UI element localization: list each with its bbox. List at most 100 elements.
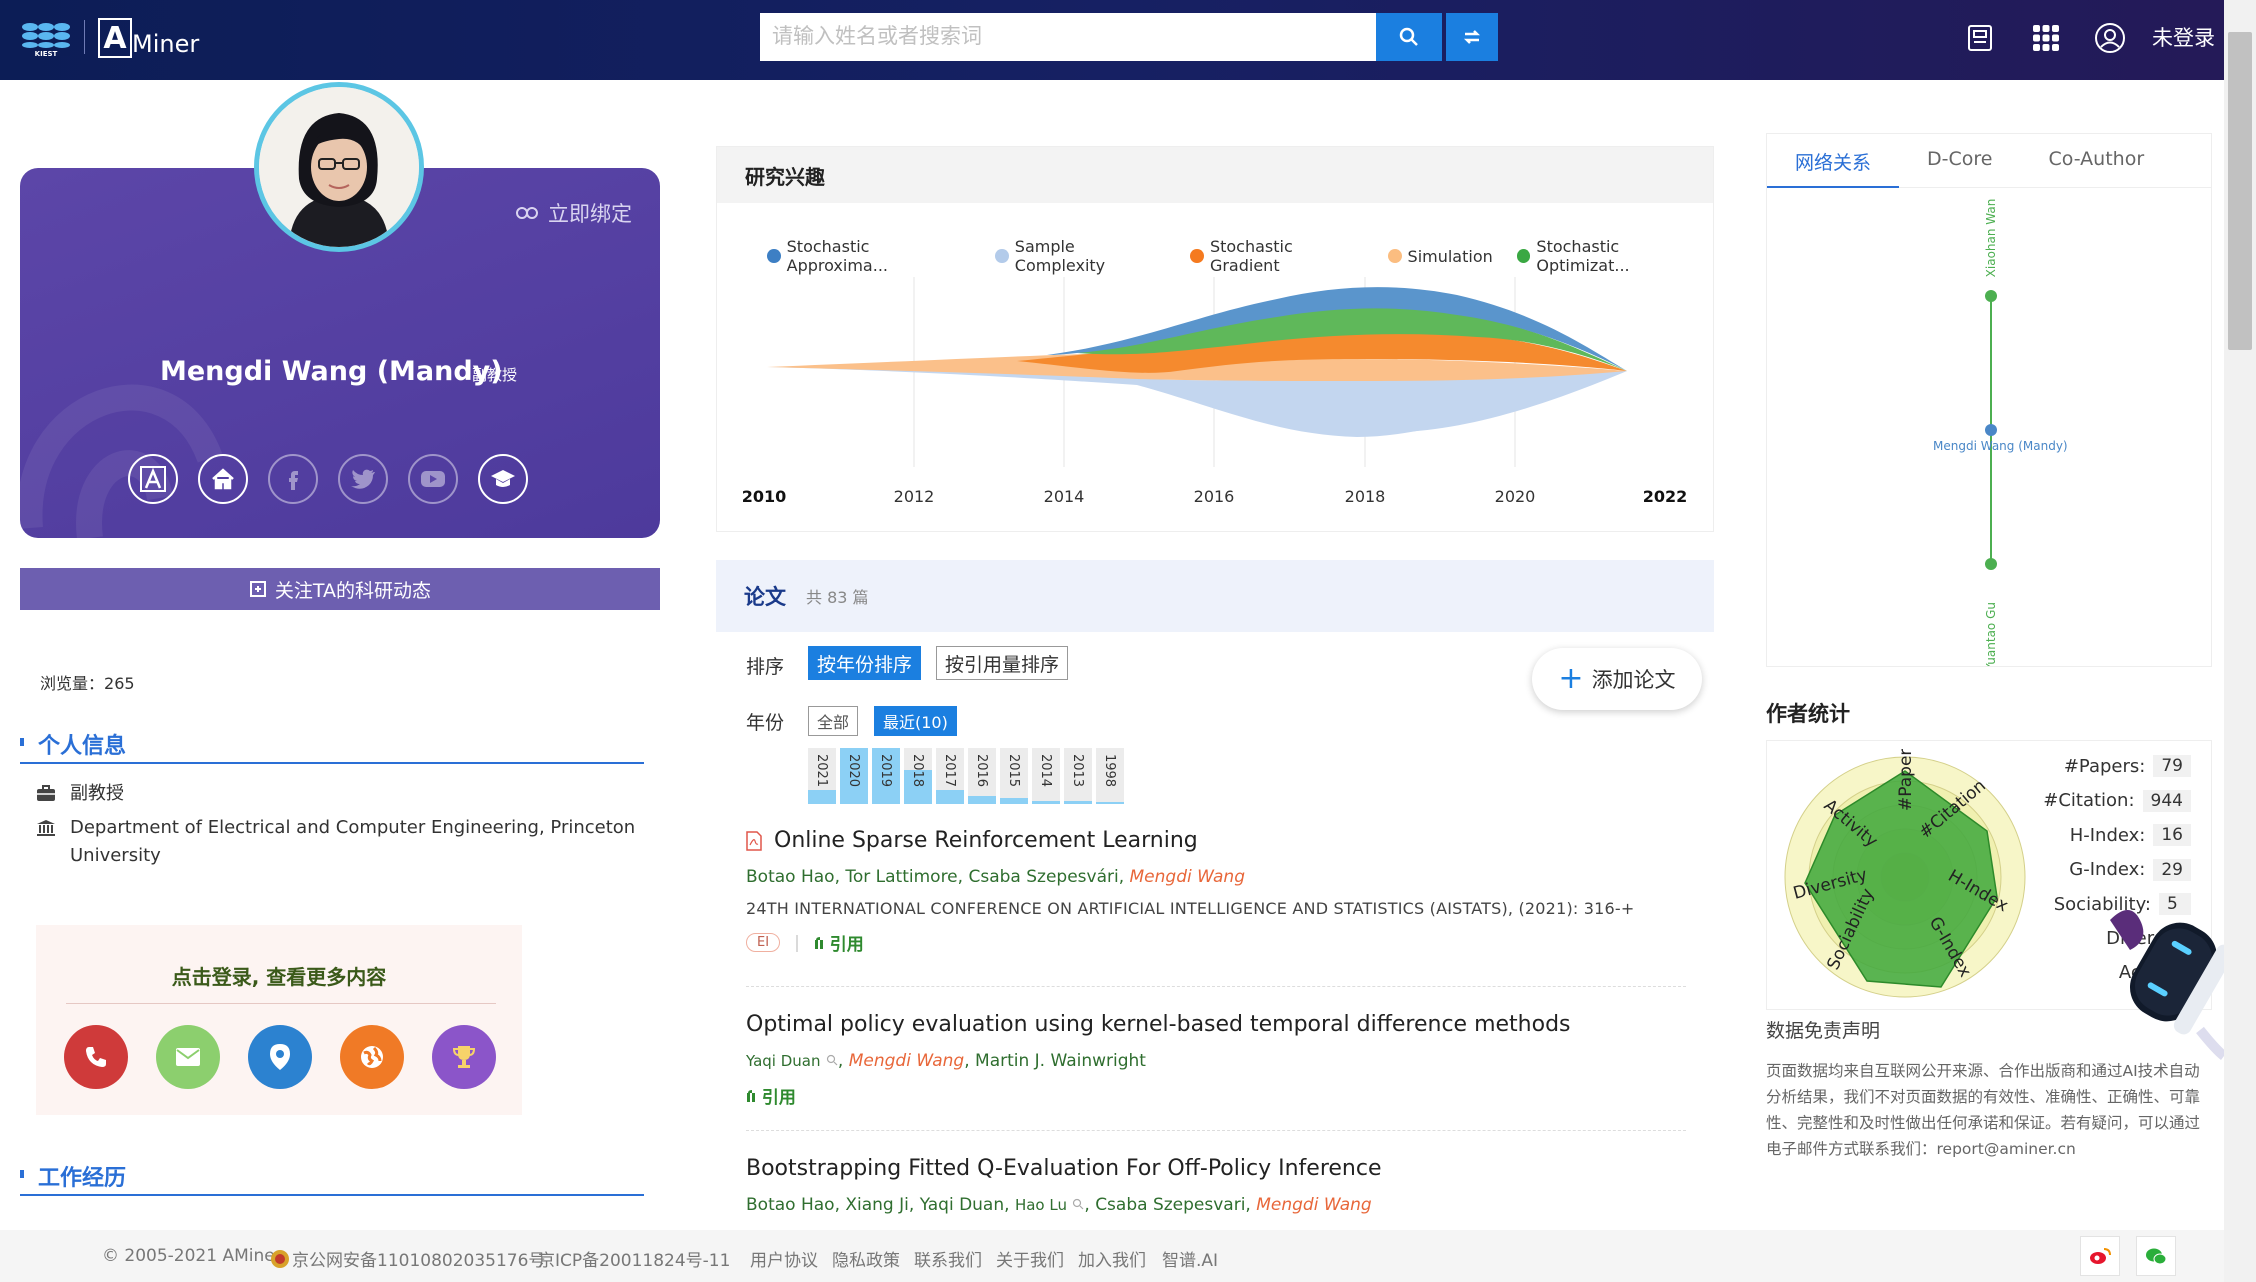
- year-recent-button[interactable]: 最近(10): [874, 706, 957, 736]
- author-link[interactable]: Csaba Szepesvári: [968, 867, 1119, 887]
- paper-title[interactable]: Optimal policy evaluation using kernel-b…: [746, 1012, 1571, 1037]
- author-link[interactable]: Xiang Ji: [845, 1195, 909, 1215]
- cite-button[interactable]: 引用: [814, 930, 864, 955]
- footer-link-contact[interactable]: 联系我们: [914, 1251, 982, 1271]
- follow-button[interactable]: 关注TA的科研动态: [20, 568, 660, 610]
- graph-node-xiaohan[interactable]: [1985, 290, 1997, 302]
- website-button[interactable]: [340, 1025, 404, 1089]
- highlighted-author[interactable]: Mengdi Wang: [1129, 867, 1245, 887]
- footer-link-join[interactable]: 加入我们: [1078, 1251, 1146, 1271]
- search-input[interactable]: [760, 13, 1376, 61]
- legend-item[interactable]: Sample Complexity: [995, 237, 1166, 275]
- year-bar[interactable]: 2020: [840, 748, 868, 804]
- year-bar[interactable]: 2014: [1032, 748, 1060, 804]
- author-search-icon[interactable]: [826, 1054, 838, 1066]
- page-scrollbar[interactable]: [2224, 0, 2256, 1282]
- footer-icp[interactable]: 京ICP备20011824号-11: [538, 1251, 731, 1271]
- year-axis-label: 2020: [1494, 487, 1536, 506]
- tab-co-author[interactable]: Co-Author: [2048, 148, 2145, 170]
- footer-link-terms[interactable]: 用户协议: [750, 1251, 818, 1271]
- paper-title[interactable]: Online Sparse Reinforcement Learning: [774, 828, 1198, 853]
- phone-button[interactable]: [64, 1025, 128, 1089]
- year-bar[interactable]: 2015: [1000, 748, 1028, 804]
- pdf-icon[interactable]: [746, 830, 762, 851]
- paper-title-row[interactable]: Bootstrapping Fitted Q-Evaluation For Of…: [746, 1156, 1686, 1181]
- year-bar[interactable]: 2013: [1064, 748, 1092, 804]
- login-link[interactable]: 未登录: [2152, 26, 2215, 50]
- year-all-button[interactable]: 全部: [808, 706, 859, 736]
- year-bar[interactable]: 2018: [904, 748, 932, 804]
- add-paper-button[interactable]: + 添加论文: [1532, 648, 1702, 710]
- scrollbar-thumb[interactable]: [2228, 32, 2252, 350]
- graph-node-yuantao[interactable]: [1985, 558, 1997, 570]
- wechat-button[interactable]: [2136, 1236, 2176, 1276]
- apps-grid-icon[interactable]: [2028, 20, 2064, 56]
- year-bar[interactable]: 2019: [872, 748, 900, 804]
- paper-title-row[interactable]: Online Sparse Reinforcement Learning: [746, 828, 1686, 853]
- footer-link-zhipu[interactable]: 智谱.AI: [1162, 1251, 1219, 1271]
- footer-police-record[interactable]: 京公网安备11010802035176号: [270, 1246, 545, 1271]
- legend-item[interactable]: Stochastic Gradient: [1190, 237, 1363, 275]
- graph-node-center[interactable]: [1985, 424, 1997, 436]
- kiest-logo[interactable]: KIEST: [20, 18, 72, 58]
- paper-title[interactable]: Bootstrapping Fitted Q-Evaluation For Of…: [746, 1156, 1382, 1181]
- stat-row: #Citation: 944: [2043, 789, 2191, 812]
- weibo-button[interactable]: [2080, 1236, 2120, 1276]
- legend-item[interactable]: Stochastic Optimizat...: [1516, 237, 1713, 275]
- graduation-cap-icon: [491, 470, 515, 487]
- author-link[interactable]: Csaba Szepesvari: [1095, 1195, 1246, 1215]
- ei-badge: EI: [746, 933, 781, 952]
- paper-title-row[interactable]: Optimal policy evaluation using kernel-b…: [746, 1012, 1686, 1037]
- tab-d-core[interactable]: D-Core: [1927, 148, 1993, 170]
- year-bar[interactable]: 2016: [968, 748, 996, 804]
- twitter-button[interactable]: [338, 454, 388, 504]
- sort-by-citation-button[interactable]: 按引用量排序: [936, 646, 1069, 680]
- section-marker: [20, 1170, 24, 1178]
- aminer-profile-button[interactable]: [128, 454, 178, 504]
- resume-icon[interactable]: [1962, 20, 1998, 56]
- switch-search-button[interactable]: [1446, 13, 1498, 61]
- paper-item: Bootstrapping Fitted Q-Evaluation For Of…: [746, 1156, 1686, 1215]
- legend-item[interactable]: Stochastic Approxima...: [767, 237, 971, 275]
- sort-by-year-button[interactable]: 按年份排序: [808, 646, 922, 680]
- author-search-icon[interactable]: [1072, 1198, 1084, 1210]
- author-link[interactable]: Hao Lu: [1014, 1196, 1067, 1214]
- institution-icon: [36, 814, 56, 870]
- bind-account-link[interactable]: 立即绑定: [516, 198, 632, 228]
- interest-streamgraph: [767, 277, 1627, 467]
- year-bar[interactable]: 2017: [936, 748, 964, 804]
- footer-link-privacy[interactable]: 隐私政策: [832, 1251, 900, 1271]
- home-icon: [212, 468, 234, 490]
- highlighted-author[interactable]: Mengdi Wang: [1256, 1195, 1372, 1215]
- author-link[interactable]: Botao Hao: [746, 1195, 835, 1215]
- search-button[interactable]: [1376, 13, 1442, 61]
- homepage-button[interactable]: [198, 454, 248, 504]
- highlighted-author[interactable]: Mengdi Wang: [848, 1051, 965, 1071]
- legend-swatch: [995, 249, 1009, 263]
- login-prompt-text[interactable]: 点击登录, 查看更多内容: [171, 965, 387, 989]
- author-link[interactable]: Martin J. Wainwright: [975, 1051, 1146, 1071]
- author-link[interactable]: Yaqi Duan: [919, 1195, 1005, 1215]
- legend-label: Simulation: [1407, 246, 1493, 266]
- cite-button[interactable]: 引用: [746, 1083, 796, 1108]
- tab-network[interactable]: 网络关系: [1767, 134, 1900, 188]
- stat-value: 944: [2142, 789, 2191, 812]
- address-button[interactable]: [248, 1025, 312, 1089]
- footer-link-about[interactable]: 关于我们: [996, 1251, 1064, 1271]
- aminer-logo[interactable]: A Miner: [98, 14, 199, 58]
- email-button[interactable]: [156, 1025, 220, 1089]
- stat-value: 16: [2153, 824, 2191, 846]
- youtube-button[interactable]: [408, 454, 458, 504]
- legend-item[interactable]: Simulation: [1387, 237, 1493, 275]
- author-link[interactable]: Yaqi Duan: [746, 1052, 821, 1070]
- author-link[interactable]: Tor Lattimore: [845, 867, 958, 887]
- legend-swatch: [1516, 249, 1531, 263]
- year-bar[interactable]: 2021: [808, 748, 836, 804]
- awards-button[interactable]: [432, 1025, 496, 1089]
- year-bar[interactable]: 1998: [1096, 748, 1124, 804]
- assistant-robot-icon[interactable]: [2100, 880, 2224, 1060]
- facebook-button[interactable]: [268, 454, 318, 504]
- user-avatar-icon[interactable]: [2092, 20, 2128, 56]
- author-link[interactable]: Botao Hao: [746, 867, 835, 887]
- scholar-button[interactable]: [478, 454, 528, 504]
